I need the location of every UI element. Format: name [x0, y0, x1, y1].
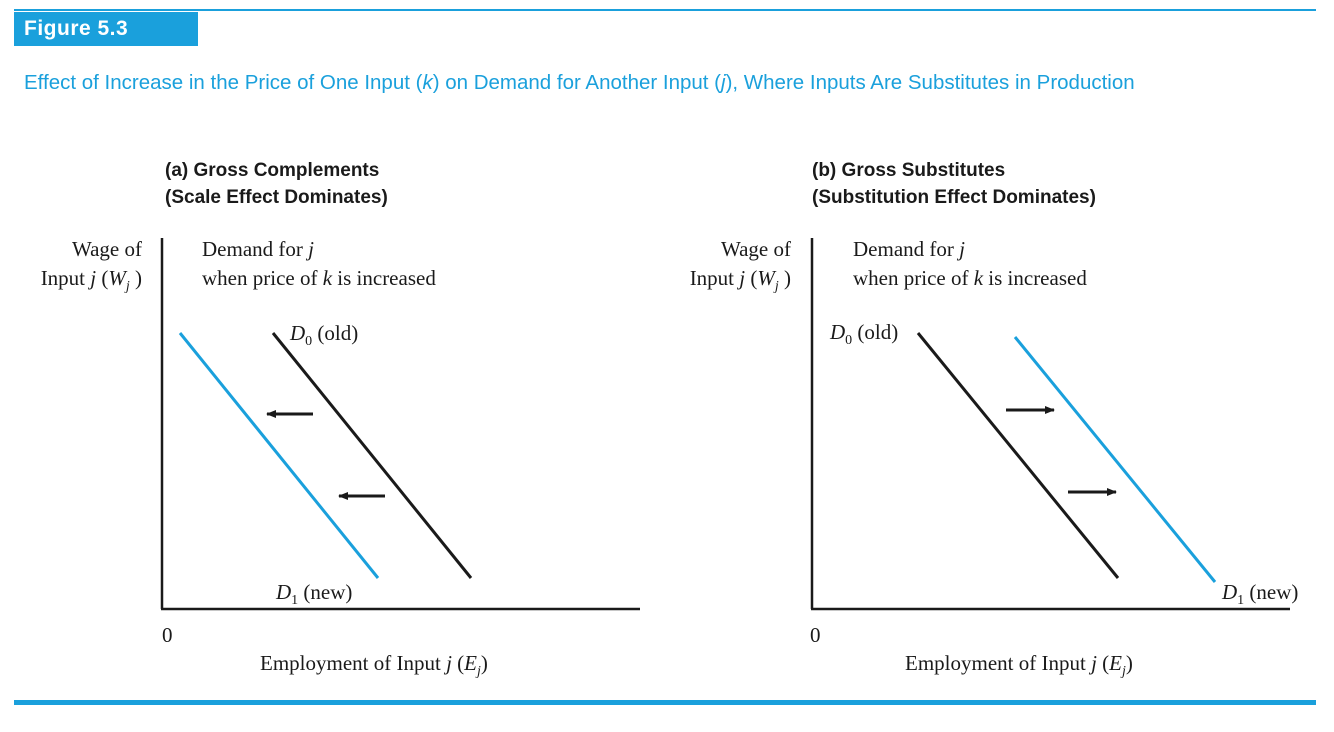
panel-b-d1-curve — [1013, 336, 1217, 583]
panel-a-note-line1: Demand for j — [202, 237, 314, 261]
panel-a-d1-curve — [178, 332, 380, 579]
panel-a-y-label-line1: Wage of — [72, 237, 142, 261]
panel-b-d0-curve — [916, 332, 1120, 579]
panel-a-origin: 0 — [162, 623, 173, 647]
panel-b-d0-label: D0 (old) — [829, 320, 898, 348]
panel-b-y-label-line2: Input j (Wj ) — [690, 266, 791, 294]
panel-b-origin: 0 — [810, 623, 821, 647]
panel-b-note-line2: when price of k is increased — [853, 266, 1087, 290]
panel-b: (b) Gross Substitutes (Substitution Effe… — [690, 160, 1299, 679]
figure-label: Figure 5.3 — [14, 12, 198, 46]
panel-a-y-label-line2: Input j (Wj ) — [41, 266, 142, 294]
panel-b-d1-label: D1 (new) — [1221, 580, 1298, 608]
panel-b-note-line1: Demand for j — [853, 237, 965, 261]
panel-a-d0-curve — [271, 332, 473, 579]
top-rule — [14, 9, 1316, 11]
bottom-rule — [14, 700, 1316, 705]
panel-b-title-line2: (Substitution Effect Dominates) — [812, 187, 1096, 208]
panel-a-d1-label: D1 (new) — [275, 580, 352, 608]
panel-b-y-label-line1: Wage of — [721, 237, 791, 261]
panel-a-title-line2: (Scale Effect Dominates) — [165, 187, 388, 208]
panel-a-d0-label: D0 (old) — [289, 321, 358, 349]
panel-a-x-label: Employment of Input j (Ej) — [260, 651, 488, 679]
panel-a-note-line2: when price of k is increased — [202, 266, 436, 290]
panel-b-title-line1: (b) Gross Substitutes — [812, 160, 1005, 181]
figure-caption: Effect of Increase in the Price of One I… — [24, 71, 1135, 94]
panel-b-x-label: Employment of Input j (Ej) — [905, 651, 1133, 679]
panel-a: (a) Gross Complements (Scale Effect Domi… — [41, 160, 640, 679]
panel-a-title-line1: (a) Gross Complements — [165, 160, 379, 181]
